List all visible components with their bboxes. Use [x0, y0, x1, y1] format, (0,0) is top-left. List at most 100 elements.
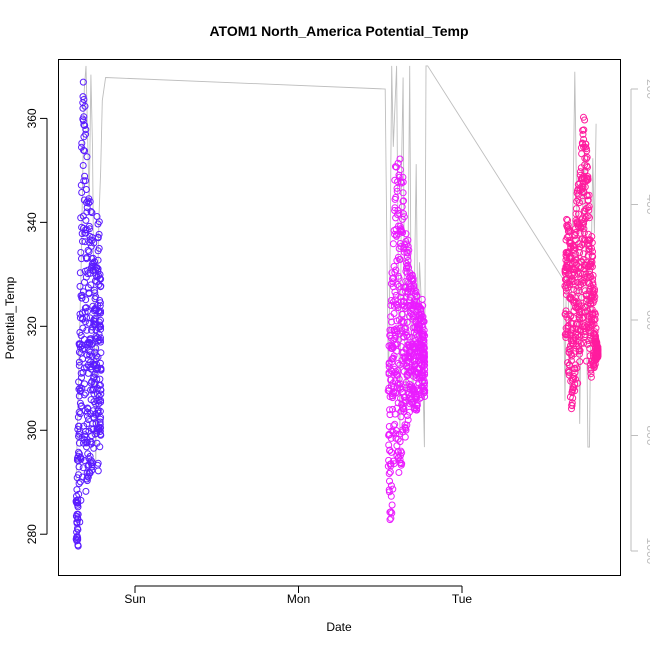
data-point	[589, 253, 597, 261]
data-point	[96, 421, 104, 429]
data-point	[77, 455, 85, 463]
data-point	[583, 147, 591, 155]
data-point	[387, 376, 395, 384]
data-point	[406, 352, 414, 360]
data-point	[572, 210, 580, 218]
data-point	[96, 302, 104, 310]
data-point	[386, 516, 394, 524]
x-axis-label: Date	[326, 620, 352, 634]
data-point	[419, 302, 427, 310]
data-point	[421, 389, 429, 397]
data-point	[83, 314, 91, 322]
x-tick-label: Sun	[124, 592, 145, 606]
data-points	[72, 78, 602, 550]
data-point	[583, 153, 591, 161]
data-point	[580, 339, 587, 347]
data-point	[392, 194, 400, 201]
data-point	[93, 360, 100, 368]
data-point	[79, 324, 87, 332]
data-point	[574, 195, 582, 203]
data-point	[96, 359, 104, 367]
data-point	[93, 375, 101, 383]
plot-frame	[58, 59, 621, 576]
data-point	[96, 299, 104, 307]
data-point	[391, 420, 399, 428]
data-point	[579, 130, 587, 138]
data-point	[389, 240, 397, 248]
data-point	[79, 369, 87, 376]
data-point	[81, 433, 89, 440]
data-point	[420, 340, 428, 347]
data-point	[396, 155, 404, 163]
data-point	[74, 526, 82, 534]
data-point	[579, 314, 587, 321]
data-point	[81, 122, 89, 129]
y-tick-label: 300	[25, 420, 39, 440]
data-point	[81, 457, 88, 464]
data-point	[88, 209, 96, 217]
y-tick-label: 340	[25, 212, 39, 232]
data-point	[421, 332, 429, 340]
data-point	[77, 496, 85, 504]
data-point	[88, 341, 95, 349]
data-point	[592, 324, 600, 332]
data-point	[97, 381, 104, 389]
data-point	[96, 271, 104, 278]
data-point	[580, 188, 587, 195]
data-point	[86, 348, 94, 356]
data-point	[97, 431, 105, 439]
data-point	[390, 336, 398, 344]
data-point	[79, 237, 86, 245]
data-point	[403, 421, 411, 429]
data-point	[95, 244, 103, 252]
data-point	[86, 452, 94, 460]
data-point	[387, 434, 395, 442]
data-point	[95, 318, 103, 326]
data-point	[582, 155, 590, 163]
data-point	[572, 229, 580, 236]
data-point	[87, 208, 95, 215]
data-point	[564, 216, 572, 224]
data-point	[581, 143, 589, 151]
data-point	[582, 140, 590, 148]
data-point	[75, 463, 83, 471]
data-point	[412, 288, 420, 296]
data-point	[92, 293, 100, 301]
data-point	[565, 311, 573, 318]
y2-tick-label: 400	[644, 194, 650, 214]
data-point	[591, 310, 599, 318]
data-point	[404, 257, 412, 264]
data-point	[82, 389, 90, 397]
data-point	[585, 206, 593, 214]
data-point	[409, 385, 417, 393]
data-point	[420, 350, 428, 358]
data-point	[418, 369, 426, 377]
data-point	[83, 439, 90, 447]
data-point	[81, 172, 89, 180]
data-point	[82, 130, 90, 138]
data-point	[576, 243, 584, 251]
data-point	[94, 459, 102, 467]
data-point	[74, 542, 82, 550]
data-point	[76, 282, 84, 290]
data-point	[82, 296, 90, 304]
data-point	[400, 405, 408, 413]
data-point	[404, 249, 412, 257]
data-point	[396, 438, 404, 446]
data-point	[587, 373, 595, 381]
data-point	[395, 209, 403, 217]
data-point	[589, 248, 596, 256]
data-point	[83, 363, 91, 371]
data-point	[86, 225, 93, 233]
data-point	[92, 344, 100, 352]
data-point	[420, 318, 428, 326]
data-point	[83, 208, 91, 216]
data-point	[96, 415, 104, 423]
y2-tick-label: 800	[644, 425, 650, 445]
data-point	[591, 285, 598, 293]
data-point	[420, 382, 428, 390]
data-point	[80, 113, 88, 121]
data-point	[411, 357, 419, 365]
data-point	[76, 269, 84, 277]
